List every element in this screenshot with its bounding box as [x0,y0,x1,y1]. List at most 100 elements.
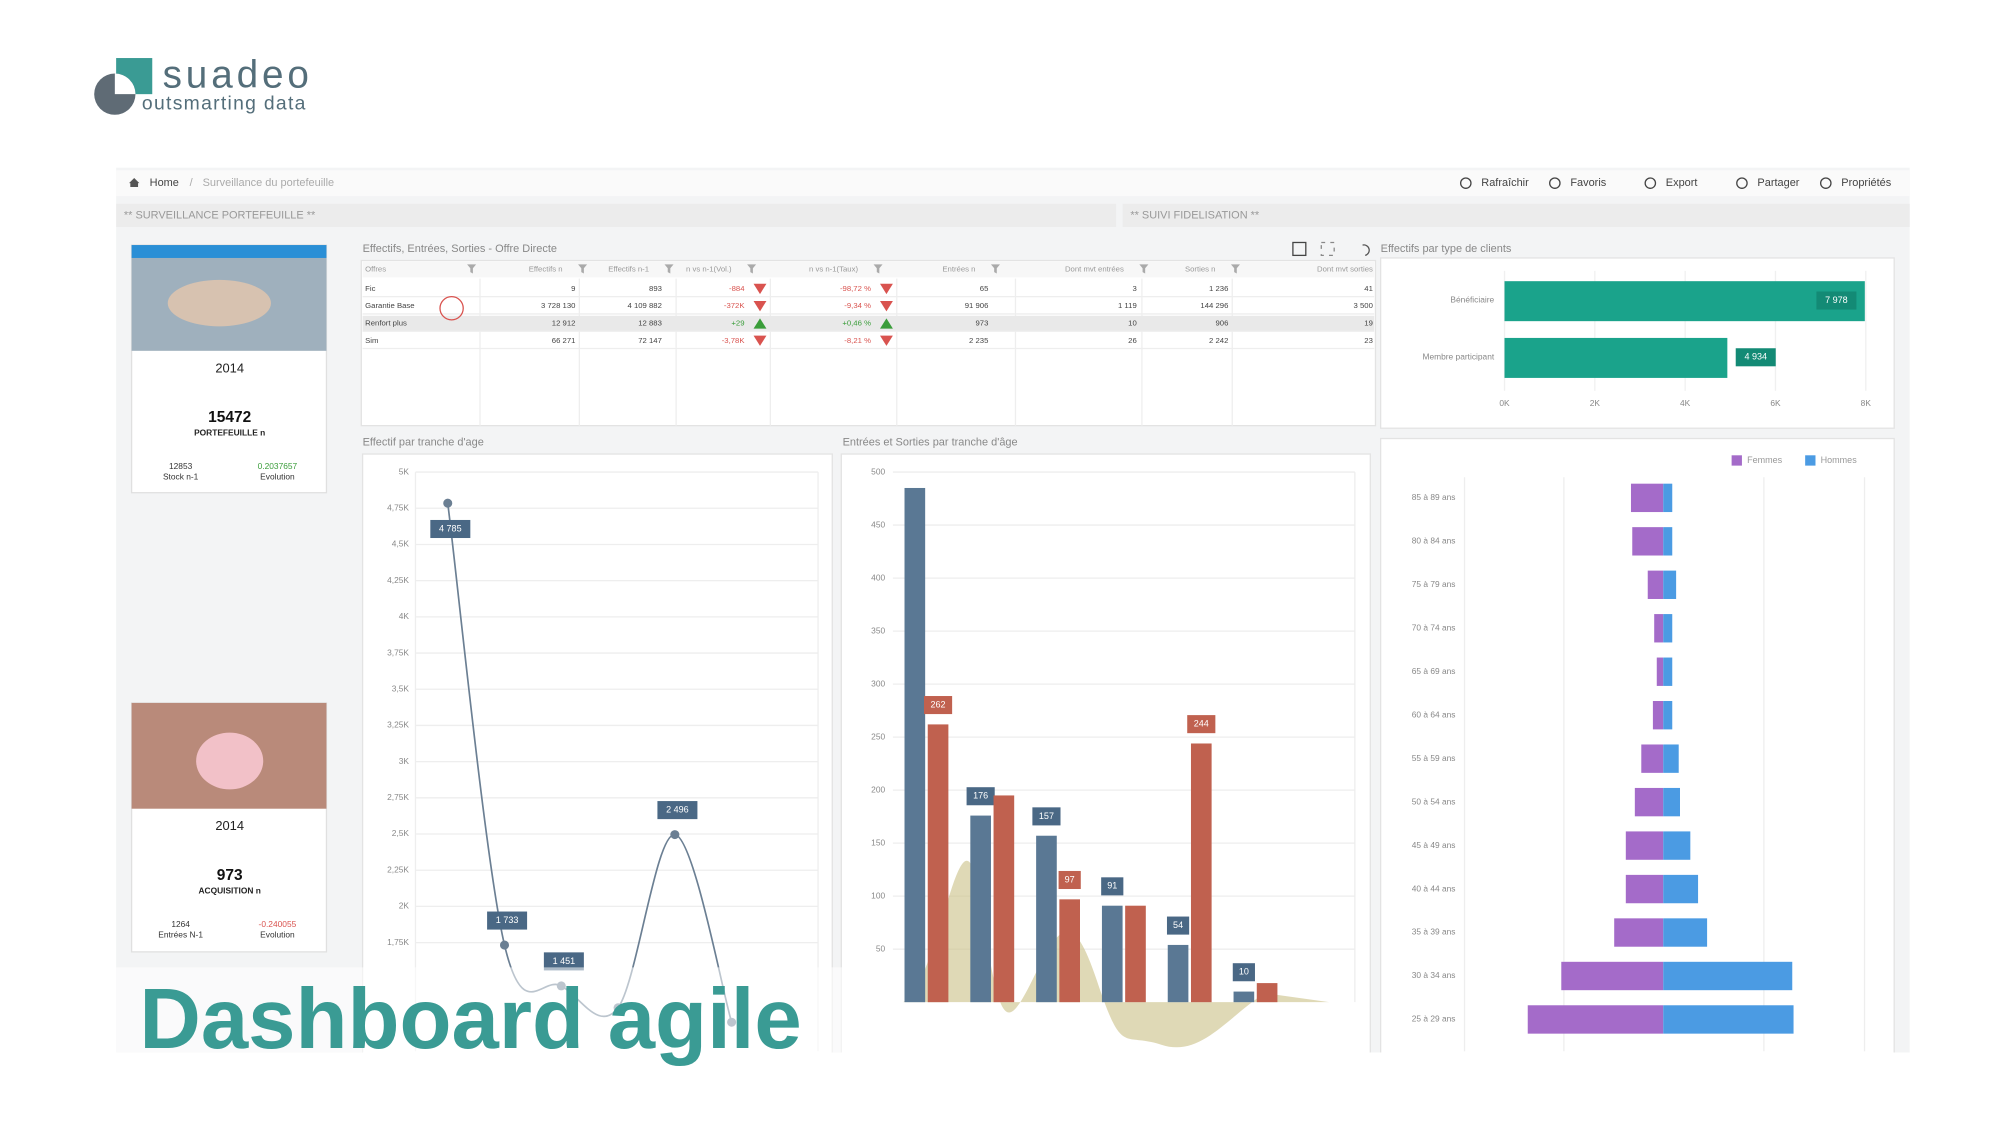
data-label: 4 785 [439,523,462,533]
table-cell: 973 [975,319,988,328]
undo-icon[interactable] [1362,244,1370,257]
bar [1101,905,1123,1003]
y-tick-label: 30 à 34 ans [1412,970,1456,980]
data-label-bg [1101,877,1124,896]
bar [1663,657,1673,686]
trend-down [880,283,893,295]
table-row-highlight [362,315,1375,332]
filter-icon [467,264,477,274]
table-cell: 23 [1364,336,1373,345]
x-tick-label: 6K [1770,398,1781,408]
y-tick-label: 3,25K [387,720,409,730]
data-label: 244 [1194,719,1209,729]
y-tick-label: 50 à 54 ans [1412,796,1456,806]
table-header: Offres [365,265,386,274]
card-image-hands [167,279,271,327]
card-image-band [131,245,327,258]
data-label: 2 496 [666,804,689,814]
table-cell: 12 912 [552,319,576,328]
legend-swatch [1805,455,1816,466]
table-cell: 2 235 [969,336,988,345]
bar [1663,874,1699,904]
table-cell: -372K [724,301,745,310]
home-icon [129,177,140,188]
table-cell: 2 242 [1209,336,1228,345]
data-label-bg [487,911,528,930]
logo-name: suadeo [163,54,313,97]
bar [1625,831,1664,860]
y-tick-label: Membre participant [1422,351,1494,361]
card-label: ACQUISITION n [198,885,260,895]
y-tick-label: 4K [399,611,410,621]
fullscreen-icon[interactable] [1320,241,1335,257]
bar [1504,281,1865,322]
table-header: n vs n-1(Vol.) [686,265,732,274]
bar [993,795,1015,1003]
table-cell: -884 [729,284,745,293]
data-label-bg [430,519,471,539]
card-year: 2014 [215,360,244,375]
toolbar-item[interactable]: Partager [1757,177,1799,189]
table-cell: 144 296 [1200,301,1228,310]
toolbar-item[interactable]: Export [1666,177,1698,189]
bar [1625,874,1664,904]
bar [1663,483,1673,513]
table-cell: -8,21 % [844,336,871,345]
table-cell: 906 [1215,319,1228,328]
data-label-bg [1816,291,1857,310]
y-tick-label: 75 à 79 ans [1412,579,1456,589]
legend-label: Femmes [1747,455,1783,465]
table-cell: Garantie Base [365,301,414,310]
y-tick-label: 65 à 69 ans [1412,666,1456,676]
bar [1663,961,1793,991]
table-cell: 9 [571,284,575,293]
y-tick-label: 45 à 49 ans [1412,840,1456,850]
bar [1641,744,1664,773]
toolbar-item[interactable]: Propriétés [1841,177,1891,189]
data-label-bg [1032,807,1061,826]
y-tick-label: 55 à 59 ans [1412,753,1456,763]
breadcrumb-home[interactable]: Home [150,177,179,189]
filter-icon [747,264,757,274]
section-title: ** SUIVI FIDELISATION ** [1130,209,1260,221]
bar [1647,570,1664,599]
data-label-bg [923,696,953,715]
y-tick-label: 450 [871,519,885,529]
expand-icon[interactable] [1292,241,1307,257]
bar [927,724,949,1003]
table-cell: 1 236 [1209,284,1228,293]
data-label: 157 [1039,811,1054,821]
filter-icon [1139,264,1149,274]
data-label: 262 [931,699,946,709]
caption: Dashboard agile [139,972,801,1067]
chart-title: Effectif par tranche d'age [363,436,484,448]
y-tick-label: 2K [399,901,410,911]
data-label-bg [966,787,995,806]
data-label: 10 [1239,967,1249,977]
x-tick-label: 4K [1680,398,1691,408]
data-label-bg [1058,870,1081,890]
bar [904,487,926,1003]
toolbar-item[interactable]: Favoris [1570,177,1606,189]
data-label: 97 [1065,874,1075,884]
cursor-highlight [439,296,464,321]
filter-icon [664,264,674,274]
y-tick-label: 250 [871,731,885,741]
caption-bg [113,967,888,1053]
table-header: Dont mvt entrées [1065,265,1124,274]
bar [1663,701,1673,730]
filter-icon [990,264,1000,274]
toolbar-icon [1820,177,1832,189]
trend-down [880,301,893,312]
toolbar-item[interactable]: Rafraîchir [1481,177,1529,189]
table-cell: +29 [731,319,744,328]
bar [1059,899,1080,1003]
bar [1630,483,1664,513]
toolbar-icon [1460,177,1472,189]
table-panel [360,259,1377,427]
bottom-cut [0,1052,2000,1126]
table-cell: 91 906 [965,301,989,310]
y-tick-label: 5K [399,466,410,476]
table-header: Effectifs n-1 [608,265,649,274]
card-image-piggy [196,732,264,790]
